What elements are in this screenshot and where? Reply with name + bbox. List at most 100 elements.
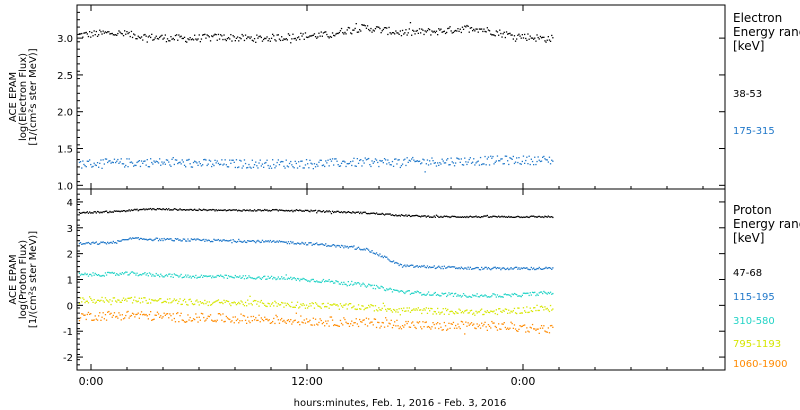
data-point: [213, 276, 215, 279]
data-point: [316, 242, 318, 244]
data-point: [513, 35, 516, 37]
data-point: [185, 209, 187, 211]
data-point: [459, 216, 461, 218]
data-point: [359, 159, 361, 162]
data-point: [348, 325, 351, 327]
data-point: [119, 272, 121, 275]
data-point: [252, 300, 255, 302]
data-point: [303, 210, 305, 212]
data-point: [437, 266, 439, 268]
data-point: [258, 209, 260, 211]
data-point: [522, 292, 525, 294]
data-point: [475, 327, 477, 330]
data-point: [107, 271, 109, 274]
data-point: [382, 213, 384, 215]
data-point: [536, 304, 538, 306]
data-point: [233, 209, 235, 211]
data-point: [252, 315, 255, 318]
data-point: [156, 274, 159, 276]
data-point: [370, 251, 372, 253]
data-point: [544, 158, 546, 160]
data-point: [105, 243, 108, 245]
data-point: [160, 298, 162, 300]
data-point: [305, 304, 308, 306]
data-point: [102, 312, 104, 314]
data-point: [483, 28, 485, 30]
data-point: [253, 209, 256, 211]
data-point: [125, 314, 127, 317]
data-point: [521, 325, 523, 327]
data-point: [83, 273, 85, 276]
data-point: [165, 41, 168, 43]
data-point: [316, 280, 318, 282]
data-point: [333, 211, 335, 214]
data-point: [259, 277, 261, 279]
data-point: [368, 212, 370, 215]
data-point: [432, 31, 434, 33]
data-point: [86, 160, 88, 162]
data-point: [381, 321, 383, 324]
data-point: [133, 33, 135, 35]
data-point: [352, 324, 354, 327]
data-point: [399, 263, 401, 265]
data-point: [215, 162, 217, 164]
data-point: [435, 165, 438, 167]
data-point: [409, 264, 412, 267]
data-point: [369, 30, 371, 32]
data-point: [251, 210, 253, 212]
data-point: [257, 276, 259, 278]
data-point: [251, 39, 253, 41]
data-point: [129, 297, 131, 299]
data-point: [548, 39, 551, 41]
data-point: [518, 307, 520, 309]
data-point: [401, 266, 404, 268]
data-point: [130, 271, 133, 273]
data-point: [108, 301, 110, 303]
data-point: [354, 308, 356, 310]
data-point: [464, 267, 466, 269]
data-point: [126, 158, 128, 160]
data-point: [457, 294, 459, 296]
data-point: [540, 305, 543, 307]
data-point: [331, 244, 334, 246]
data-point: [181, 159, 183, 161]
data-point: [484, 321, 486, 323]
data-point: [118, 210, 120, 212]
data-point: [404, 324, 406, 326]
data-point: [479, 309, 482, 311]
data-point: [138, 238, 140, 241]
data-point: [390, 261, 392, 263]
data-point: [171, 38, 173, 40]
data-point: [439, 162, 441, 164]
data-point: [424, 171, 426, 173]
data-point: [498, 308, 500, 310]
data-point: [501, 311, 503, 313]
data-point: [109, 160, 111, 162]
data-point: [298, 307, 300, 309]
data-point: [440, 28, 442, 30]
data-point: [348, 303, 351, 305]
data-point: [154, 314, 156, 316]
data-point: [127, 310, 129, 313]
data-point: [125, 164, 127, 167]
data-point: [322, 32, 325, 34]
data-point: [493, 266, 495, 269]
data-point: [551, 34, 553, 37]
data-point: [495, 30, 497, 32]
data-point: [209, 314, 212, 316]
data-point: [527, 330, 529, 332]
data-point: [475, 215, 477, 217]
data-point: [270, 37, 273, 39]
data-point: [304, 322, 307, 324]
data-point: [530, 37, 532, 39]
data-point: [409, 22, 412, 24]
data-point: [500, 310, 502, 313]
data-point: [377, 310, 379, 312]
data-point: [82, 313, 84, 315]
data-point: [438, 265, 440, 267]
data-point: [161, 275, 163, 277]
data-point: [279, 161, 282, 163]
data-point: [285, 304, 287, 307]
data-point: [302, 322, 304, 324]
data-point: [103, 32, 105, 34]
